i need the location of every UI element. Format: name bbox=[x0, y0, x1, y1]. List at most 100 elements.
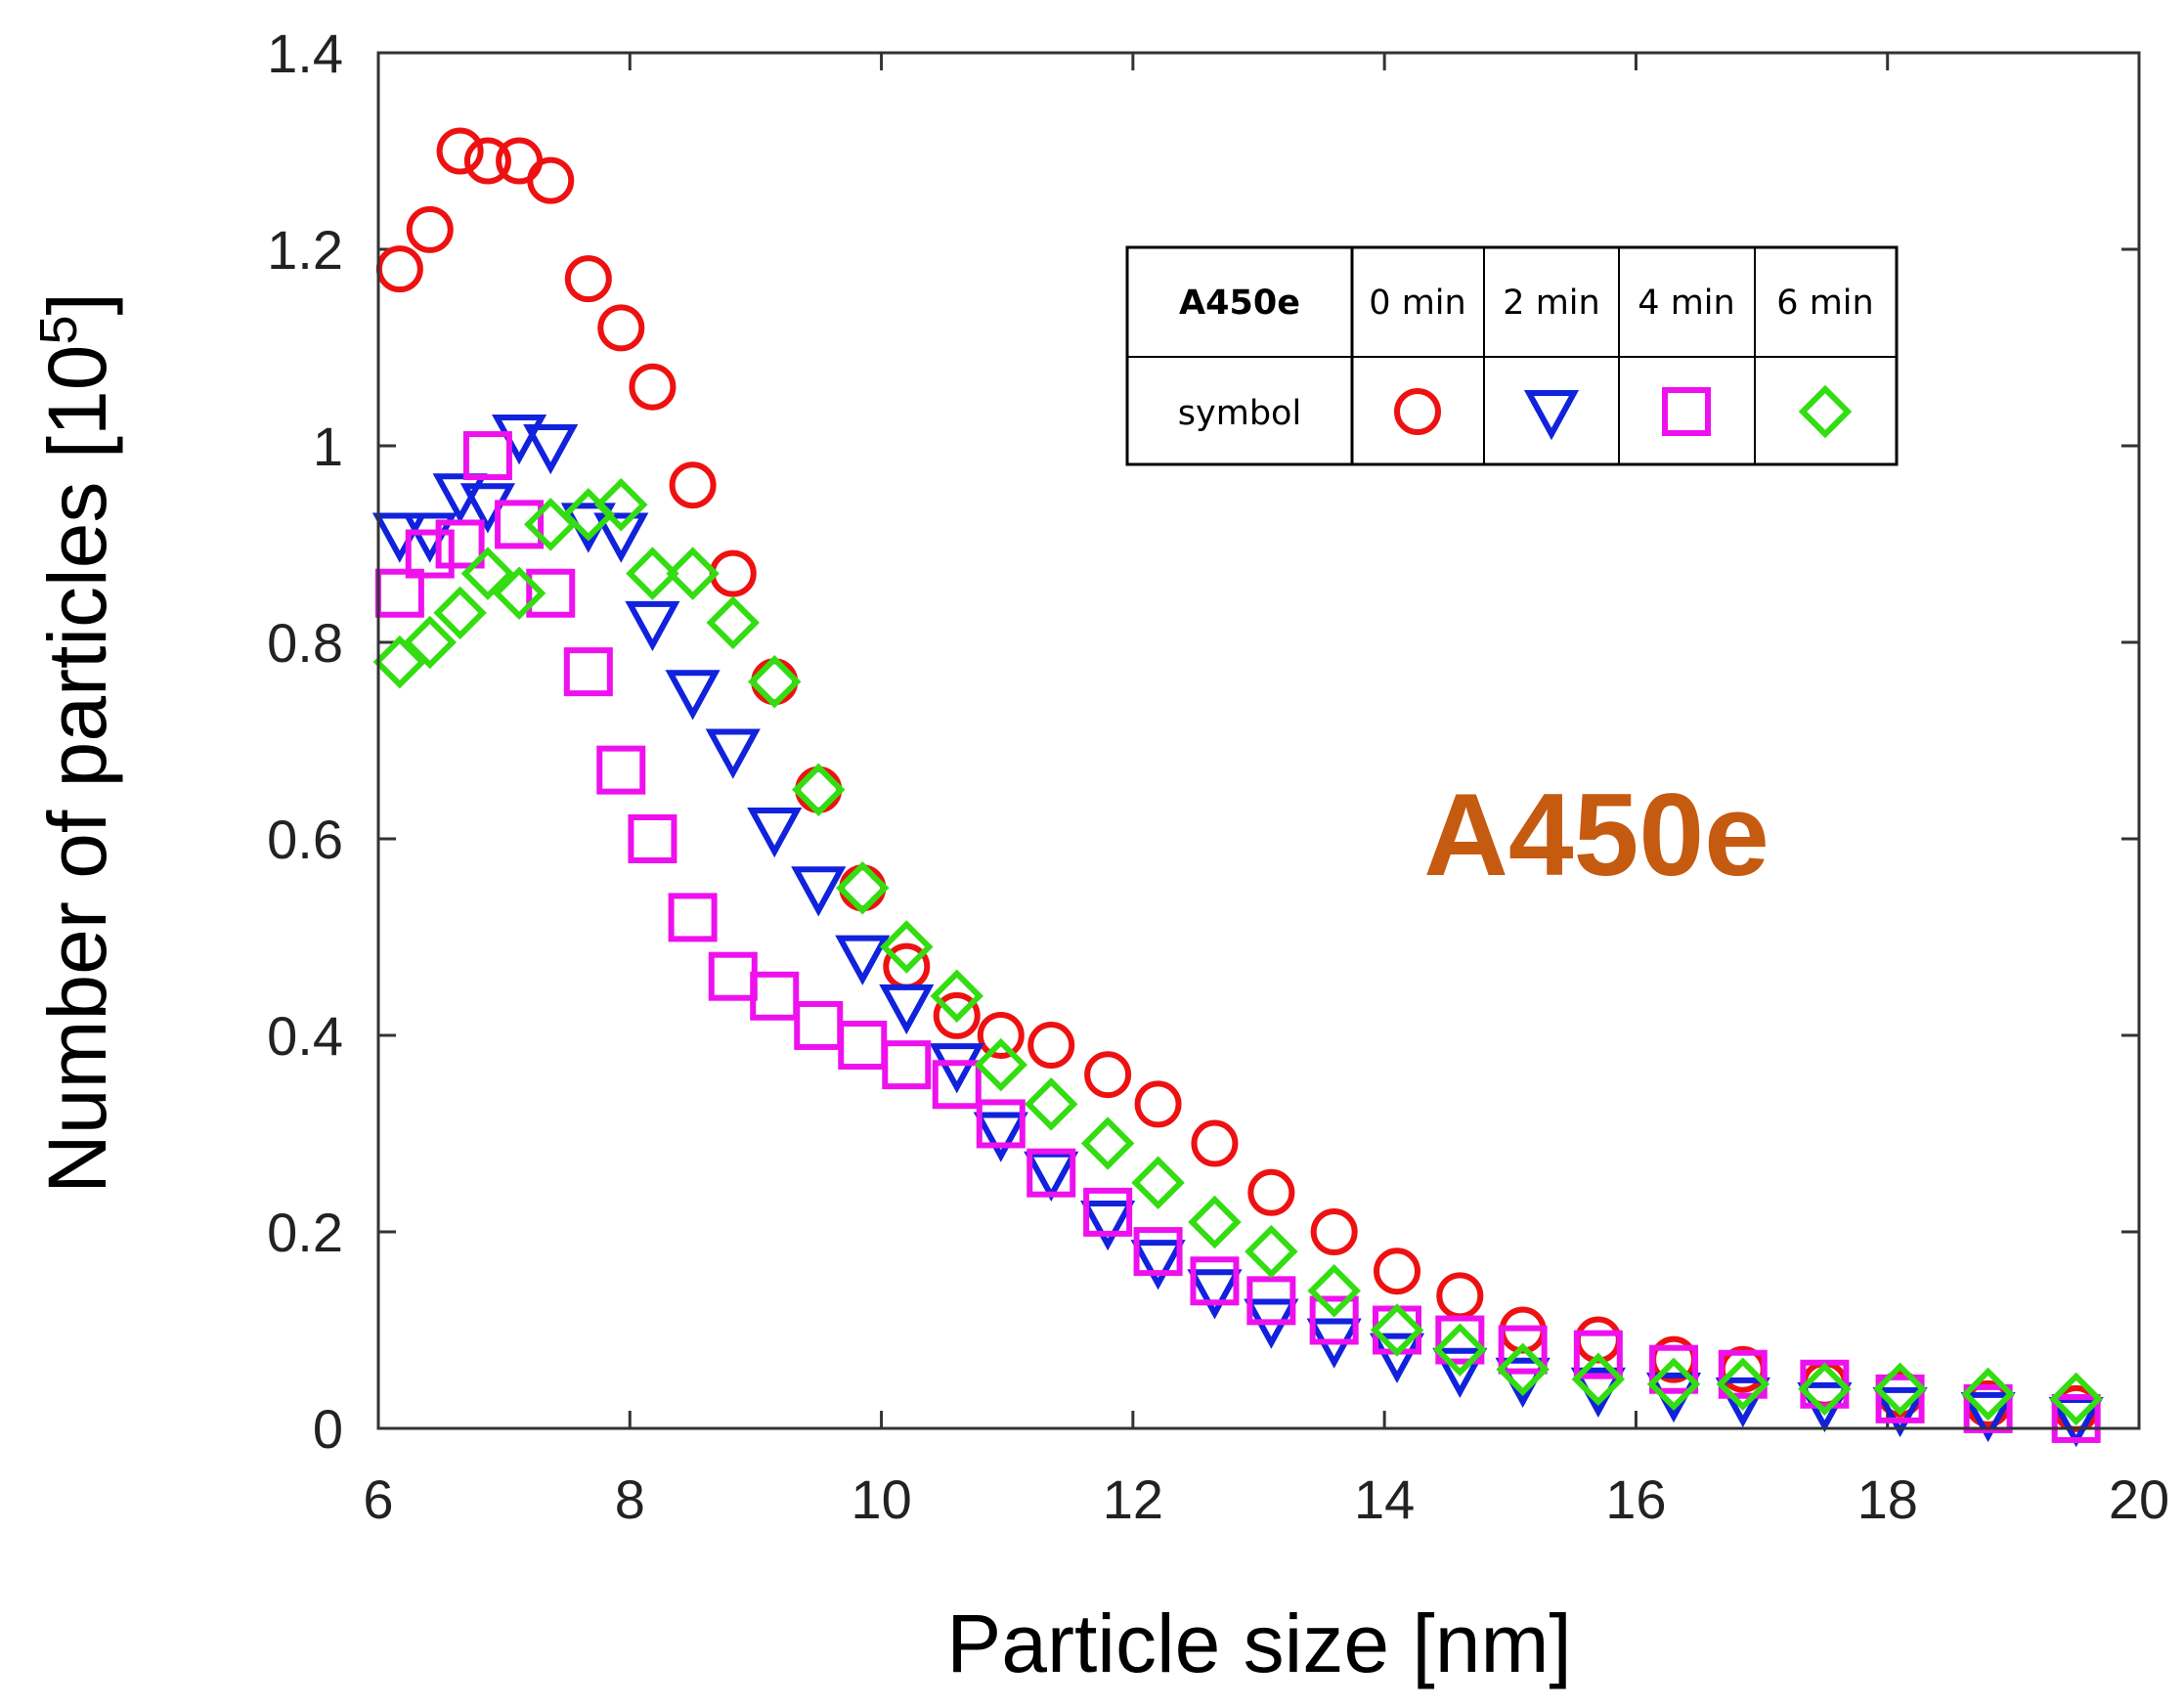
diamond-point bbox=[836, 861, 890, 915]
diamond-point bbox=[433, 586, 487, 640]
diamond-point bbox=[626, 547, 679, 600]
x-tick-labels: 6 8 10 12 14 16 18 20 bbox=[363, 1468, 2169, 1530]
x-tick-label: 20 bbox=[2109, 1468, 2169, 1530]
square-point bbox=[1963, 1383, 2013, 1433]
triangle-down-point bbox=[665, 670, 721, 721]
circle-point bbox=[1436, 1272, 1484, 1320]
series-4-min bbox=[374, 431, 2101, 1443]
y-tick-label: 1 bbox=[313, 416, 343, 477]
square-point bbox=[932, 1060, 982, 1110]
circle-point bbox=[1134, 1080, 1182, 1128]
diamond-point bbox=[492, 566, 546, 620]
square-point bbox=[1309, 1295, 1359, 1345]
triangle-down-point bbox=[973, 1112, 1028, 1162]
diamond-point bbox=[1716, 1357, 1770, 1412]
circle-point bbox=[669, 461, 717, 509]
circle-point bbox=[1027, 1022, 1075, 1070]
y-tick-label: 0 bbox=[313, 1398, 343, 1460]
diamond-point bbox=[403, 615, 457, 670]
triangle-down-point bbox=[625, 600, 680, 652]
square-point bbox=[563, 647, 613, 697]
triangle-down-point bbox=[1960, 1391, 2016, 1443]
x-tick-label: 8 bbox=[615, 1468, 645, 1530]
triangle-down-point bbox=[1432, 1347, 1488, 1398]
circle-point bbox=[1084, 1051, 1132, 1099]
y-tick-label: 1.2 bbox=[267, 219, 343, 281]
triangle-down-point bbox=[1369, 1333, 1425, 1383]
y-tick-label: 1.4 bbox=[267, 22, 343, 84]
square-point bbox=[838, 1021, 888, 1071]
y-tick-label: 0.8 bbox=[267, 612, 343, 674]
series-6-min bbox=[372, 478, 2103, 1426]
diamond-point bbox=[747, 654, 802, 709]
x-tick-label: 16 bbox=[1605, 1468, 1666, 1530]
circle-point bbox=[463, 137, 511, 185]
square-point bbox=[976, 1099, 1026, 1149]
square-point bbox=[708, 951, 758, 1001]
diamond-point bbox=[706, 595, 761, 650]
diamond-point bbox=[666, 547, 720, 600]
diamond-point bbox=[1496, 1342, 1550, 1396]
y-axis-title-close: ] bbox=[31, 292, 123, 315]
triangle-down-point bbox=[523, 424, 579, 475]
square-point bbox=[1498, 1325, 1548, 1375]
triangle-down-point bbox=[593, 512, 649, 563]
legend-column-1: 2 min bbox=[1503, 284, 1599, 323]
triangle-down-point bbox=[1024, 1151, 1079, 1202]
circle-point bbox=[1374, 1247, 1421, 1295]
diamond-point bbox=[1433, 1323, 1487, 1377]
triangle-down-point bbox=[747, 807, 803, 858]
triangle-down-point bbox=[1187, 1269, 1243, 1320]
y-tick-label: 0.4 bbox=[267, 1005, 343, 1067]
square-point bbox=[1573, 1330, 1623, 1379]
circle-point bbox=[839, 864, 887, 912]
square-point bbox=[1026, 1148, 1076, 1198]
legend-circle-symbol bbox=[1394, 388, 1441, 435]
circle-point bbox=[564, 255, 612, 303]
x-tick-label: 18 bbox=[1857, 1468, 1918, 1530]
square-point bbox=[405, 529, 455, 579]
triangle-down-point bbox=[1130, 1240, 1186, 1291]
legend-symbols bbox=[1394, 384, 1853, 441]
triangle-down-point bbox=[1715, 1377, 1770, 1428]
diamond-point bbox=[1370, 1303, 1424, 1357]
diamond-point bbox=[2049, 1372, 2103, 1426]
circle-point bbox=[1310, 1208, 1358, 1255]
circle-point bbox=[597, 304, 645, 352]
circle-point bbox=[1247, 1168, 1295, 1216]
plot-frame bbox=[376, 51, 2141, 1430]
triangle-down-point bbox=[1872, 1386, 1928, 1438]
diamond-point bbox=[1646, 1357, 1701, 1412]
circle-point bbox=[436, 127, 484, 175]
square-point bbox=[794, 1000, 844, 1050]
diamond-point bbox=[372, 635, 427, 689]
x-tick-label: 12 bbox=[1103, 1468, 1163, 1530]
square-point bbox=[1718, 1349, 1768, 1399]
circle-point bbox=[375, 245, 423, 293]
square-point bbox=[1190, 1256, 1240, 1306]
diamond-point bbox=[974, 1037, 1028, 1092]
triangle-down-point bbox=[929, 1043, 984, 1094]
diamond-point bbox=[792, 763, 846, 816]
legend-column-2: 4 min bbox=[1638, 284, 1734, 323]
circle-point bbox=[629, 363, 677, 411]
circle-point bbox=[977, 1012, 1025, 1059]
square-point bbox=[1083, 1187, 1133, 1237]
diamond-point bbox=[594, 478, 648, 532]
triangle-down-point bbox=[1080, 1200, 1136, 1251]
y-axis-title-main: Number of particles [10 bbox=[31, 345, 123, 1194]
diamond-point bbox=[1571, 1352, 1626, 1406]
chart-annotation: A450e bbox=[1423, 769, 1769, 900]
diamond-point bbox=[1131, 1156, 1185, 1209]
triangle-down-point bbox=[791, 866, 847, 917]
y-tick-label: 0.6 bbox=[267, 809, 343, 870]
circle-point bbox=[527, 156, 575, 204]
circle-point bbox=[1191, 1119, 1239, 1167]
diamond-point bbox=[1080, 1116, 1135, 1170]
triangle-down-point bbox=[705, 728, 761, 779]
y-axis-title-exponent: 5 bbox=[29, 315, 88, 344]
diamond-point bbox=[880, 920, 934, 974]
circle-point bbox=[795, 766, 843, 813]
legend-square-symbol bbox=[1662, 387, 1711, 436]
